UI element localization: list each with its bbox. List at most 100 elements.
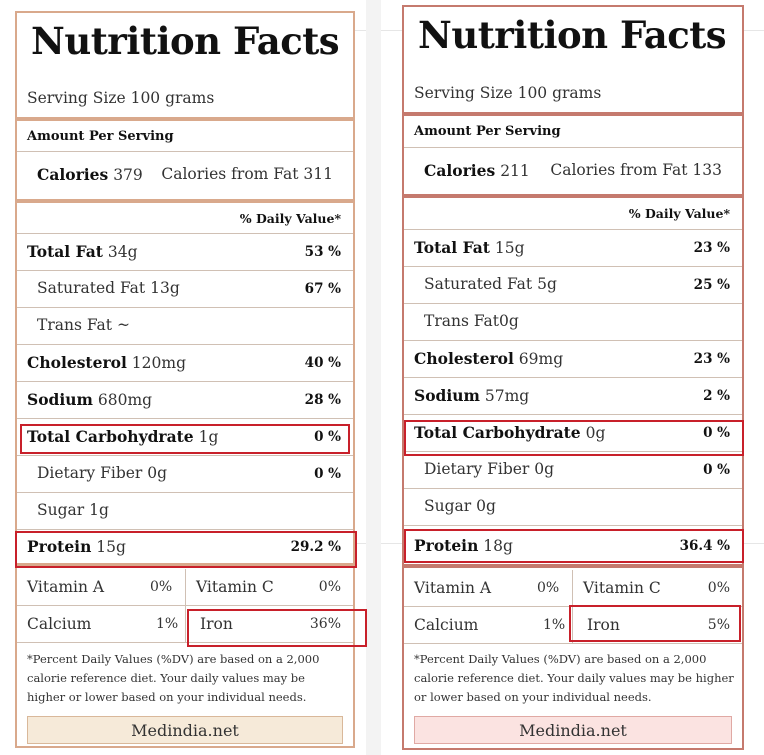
vitamin-a-label: Vitamin A xyxy=(27,578,105,596)
vitamin-c-value: 0% xyxy=(707,580,730,596)
highlight-iron xyxy=(569,605,741,642)
nutrient-label: Total Fat xyxy=(27,242,103,261)
nutrient-label: Sugar xyxy=(37,501,85,519)
nutrient-daily-value: 0 % xyxy=(703,462,730,478)
thick-divider xyxy=(17,117,353,121)
nutrient-row-total-carbohydrate: Total Carbohydrate 1g 0 % xyxy=(17,419,353,456)
nutrient-label: Trans Fat xyxy=(37,316,113,334)
divider xyxy=(17,151,353,152)
calories-value: 211 xyxy=(500,162,530,180)
source-footer: Medindia.net xyxy=(414,716,732,744)
nutrient-row-cholesterol: Cholesterol 69mg 23 % xyxy=(404,341,742,378)
nutrient-text: Cholesterol 69mg xyxy=(414,349,563,368)
nutrient-amount: 57mg xyxy=(484,387,530,405)
nutrient-row-trans-fat: Trans Fat0g xyxy=(404,304,742,341)
nutrient-label: Sodium xyxy=(414,386,480,405)
nutrient-label: Cholesterol xyxy=(27,353,127,372)
nutrient-amount: 5g xyxy=(537,275,557,293)
nutrient-amount: 69mg xyxy=(518,350,564,368)
nutrient-daily-value: 36.4 % xyxy=(679,538,730,554)
panel-title: Nutrition Facts xyxy=(31,19,340,63)
nutrient-amount: 13g xyxy=(150,279,180,297)
nutrient-text: Trans Fat ~ xyxy=(37,316,130,334)
nutrient-text: Saturated Fat 13g xyxy=(37,279,180,297)
nutrient-text: Dietary Fiber 0g xyxy=(37,464,167,482)
nutrient-label: Total Fat xyxy=(414,238,490,257)
nutrient-daily-value: 23 % xyxy=(693,240,730,256)
nutrient-amount: 0g xyxy=(147,464,168,482)
nutrient-row-cholesterol: Cholesterol 120mg 40 % xyxy=(17,345,353,382)
nutrient-label: Trans Fat xyxy=(424,312,500,330)
serving-size: Serving Size 100 grams xyxy=(414,84,602,102)
nutrient-daily-value: 0 % xyxy=(703,425,730,441)
thick-divider xyxy=(404,112,742,116)
vitamin-row-1: Vitamin A 0% Vitamin C 0% xyxy=(404,570,742,607)
calories-from-fat-value: 311 xyxy=(303,165,333,183)
nutrient-row-total-fat: Total Fat 34g 53 % xyxy=(17,234,353,271)
nutrient-row-trans-fat: Trans Fat ~ xyxy=(17,308,353,345)
thick-divider xyxy=(404,194,742,198)
calories-from-fat-value: 133 xyxy=(692,161,722,179)
source-footer: Medindia.net xyxy=(27,716,343,744)
calcium-value: 1% xyxy=(543,617,566,633)
vitamin-c-value: 0% xyxy=(318,579,341,595)
calcium-label: Calcium xyxy=(27,615,92,633)
nutrient-daily-value: 0 % xyxy=(314,429,341,445)
highlight-total-carbohydrate xyxy=(404,420,744,456)
iron-value: 36% xyxy=(309,616,341,632)
nutrient-text: Total Carbohydrate 1g xyxy=(27,427,218,446)
nutrient-daily-value: 67 % xyxy=(304,281,341,297)
nutrient-amount: 0g xyxy=(476,497,496,515)
nutrient-row-sodium: Sodium 57mg 2 % xyxy=(404,378,742,415)
nutrient-text: Sugar 1g xyxy=(37,501,109,519)
vitamin-row-1: Vitamin A 0% Vitamin C 0% xyxy=(17,569,353,606)
nutrient-label: Sodium xyxy=(27,390,93,409)
nutrient-row-saturated-fat: Saturated Fat 13g 67 % xyxy=(17,271,353,308)
nutrient-amount: 15g xyxy=(96,538,126,556)
nutrient-label: Sugar xyxy=(424,497,472,515)
iron-label: Iron xyxy=(200,615,233,633)
vitamin-row-2: Calcium 1% Iron 5% xyxy=(404,607,742,644)
serving-size: Serving Size 100 grams xyxy=(27,89,215,107)
nutrient-row-saturated-fat: Saturated Fat 5g 25 % xyxy=(404,267,742,304)
calories-value: 379 xyxy=(113,166,143,184)
nutrient-amount: 0g xyxy=(499,312,519,330)
panel-gap xyxy=(366,0,381,755)
nutrient-text: Dietary Fiber 0g xyxy=(424,460,554,478)
vitamin-a-value: 0% xyxy=(150,579,173,595)
amount-per-serving: Amount Per Serving xyxy=(414,124,561,139)
nutrient-label: Saturated Fat xyxy=(424,275,533,293)
vitamin-a-value: 0% xyxy=(537,580,560,596)
footnote: *Percent Daily Values (%DV) are based on… xyxy=(27,652,320,704)
vitamin-c-label: Vitamin C xyxy=(196,578,274,596)
nutrient-amount: 1g xyxy=(198,428,219,446)
nutrient-amount: 34g xyxy=(107,243,138,261)
thick-divider xyxy=(17,199,353,203)
nutrient-row-sugar: Sugar 1g xyxy=(17,493,353,530)
nutrient-label: Saturated Fat xyxy=(37,279,146,297)
nutrient-amount: 680mg xyxy=(97,391,153,409)
calories-from-fat-label: Calories from Fat xyxy=(550,161,688,179)
nutrient-amount: 1g xyxy=(89,501,109,519)
nutrient-row-dietary-fiber: Dietary Fiber 0g 0 % xyxy=(404,452,742,489)
nutrient-label: Total Carbohydrate xyxy=(27,427,194,446)
vitamin-a-label: Vitamin A xyxy=(414,579,492,597)
highlight-total-carbohydrate xyxy=(20,424,350,454)
column-divider xyxy=(185,569,186,643)
nutrient-label: Dietary Fiber xyxy=(424,460,530,478)
calories-label: Calories xyxy=(424,161,496,180)
nutrient-label: Protein xyxy=(27,537,92,556)
nutrient-text: Total Carbohydrate 0g xyxy=(414,423,605,442)
nutrient-daily-value: 28 % xyxy=(304,392,341,408)
nutrient-daily-value: 25 % xyxy=(693,277,730,293)
nutrient-row-protein: Protein 18g 36.4 % xyxy=(404,526,742,568)
vitamin-c-label: Vitamin C xyxy=(583,579,661,597)
divider xyxy=(404,147,742,148)
nutrient-amount: 0g xyxy=(534,460,555,478)
calories-from-fat-row: Calories from Fat 133 xyxy=(550,161,722,179)
footnote: *Percent Daily Values (%DV) are based on… xyxy=(414,652,734,704)
calories-from-fat-row: Calories from Fat 311 xyxy=(161,165,333,183)
nutrient-row-total-carbohydrate: Total Carbohydrate 0g 0 % xyxy=(404,415,742,452)
daily-value-header: % Daily Value* xyxy=(239,211,341,226)
nutrient-amount: 15g xyxy=(494,239,525,257)
